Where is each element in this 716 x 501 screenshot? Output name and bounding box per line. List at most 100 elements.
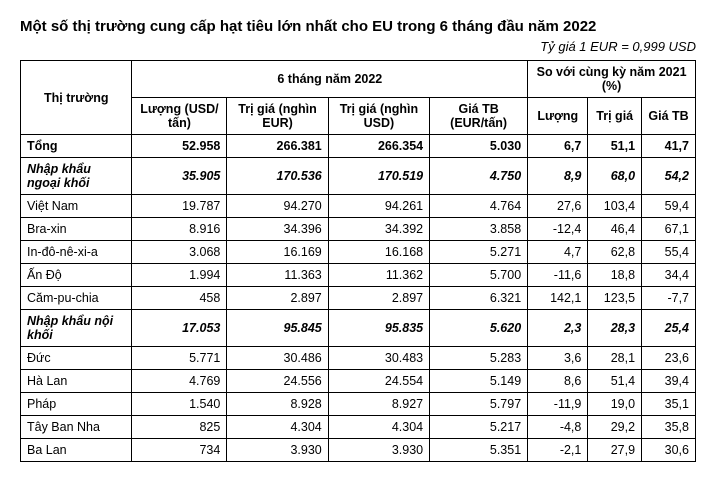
cell-cmp-val: 18,8 xyxy=(588,264,642,287)
cell-cmp-price: 35,8 xyxy=(642,416,696,439)
cell-val-usd: 11.362 xyxy=(328,264,429,287)
row-label: Căm-pu-chia xyxy=(21,287,132,310)
col-cmp-val: Trị giá xyxy=(588,98,642,135)
cell-cmp-price: 25,4 xyxy=(642,310,696,347)
cell-cmp-val: 29,2 xyxy=(588,416,642,439)
table-row: Căm-pu-chia4582.8972.8976.321142,1123,5-… xyxy=(21,287,696,310)
cell-cmp-val: 51,1 xyxy=(588,135,642,158)
cell-cmp-val: 68,0 xyxy=(588,158,642,195)
cell-val-usd: 30.483 xyxy=(328,347,429,370)
row-label: Pháp xyxy=(21,393,132,416)
cell-price: 5.149 xyxy=(430,370,528,393)
cell-price: 6.321 xyxy=(430,287,528,310)
cell-val-eur: 170.536 xyxy=(227,158,328,195)
cell-cmp-price: 59,4 xyxy=(642,195,696,218)
cell-cmp-val: 19,0 xyxy=(588,393,642,416)
cell-cmp-qty: 8,6 xyxy=(528,370,588,393)
cell-price: 3.858 xyxy=(430,218,528,241)
row-label: Hà Lan xyxy=(21,370,132,393)
cell-cmp-qty: -11,9 xyxy=(528,393,588,416)
col-cmp-price: Giá TB xyxy=(642,98,696,135)
cell-val-usd: 8.927 xyxy=(328,393,429,416)
cell-price: 5.797 xyxy=(430,393,528,416)
cell-cmp-price: 55,4 xyxy=(642,241,696,264)
cell-cmp-qty: 2,3 xyxy=(528,310,588,347)
table-row: Ấn Độ1.99411.36311.3625.700-11,618,834,4 xyxy=(21,264,696,287)
table-row: Nhập khẩu ngoại khối35.905170.536170.519… xyxy=(21,158,696,195)
cell-val-usd: 95.835 xyxy=(328,310,429,347)
cell-price: 5.620 xyxy=(430,310,528,347)
row-label: Việt Nam xyxy=(21,195,132,218)
cell-price: 5.351 xyxy=(430,439,528,462)
cell-cmp-price: 35,1 xyxy=(642,393,696,416)
cell-qty: 1.540 xyxy=(132,393,227,416)
page-title: Một số thị trường cung cấp hạt tiêu lớn … xyxy=(20,18,696,35)
cell-price: 5.283 xyxy=(430,347,528,370)
cell-cmp-qty: 142,1 xyxy=(528,287,588,310)
cell-val-usd: 16.168 xyxy=(328,241,429,264)
col-val-eur: Trị giá (nghìn EUR) xyxy=(227,98,328,135)
cell-qty: 35.905 xyxy=(132,158,227,195)
cell-val-eur: 266.381 xyxy=(227,135,328,158)
cell-val-usd: 34.392 xyxy=(328,218,429,241)
row-label: In-đô-nê-xi-a xyxy=(21,241,132,264)
row-label: Tây Ban Nha xyxy=(21,416,132,439)
cell-val-usd: 4.304 xyxy=(328,416,429,439)
table-row: Hà Lan4.76924.55624.5545.1498,651,439,4 xyxy=(21,370,696,393)
cell-val-eur: 4.304 xyxy=(227,416,328,439)
cell-qty: 458 xyxy=(132,287,227,310)
table-row: Nhập khẩu nội khối17.05395.84595.8355.62… xyxy=(21,310,696,347)
cell-qty: 52.958 xyxy=(132,135,227,158)
row-label: Ba Lan xyxy=(21,439,132,462)
cell-price: 5.700 xyxy=(430,264,528,287)
cell-cmp-qty: -12,4 xyxy=(528,218,588,241)
cell-val-eur: 30.486 xyxy=(227,347,328,370)
table-row: Tổng52.958266.381266.3545.0306,751,141,7 xyxy=(21,135,696,158)
row-label: Ấn Độ xyxy=(21,264,132,287)
cell-val-eur: 8.928 xyxy=(227,393,328,416)
cell-cmp-qty: 27,6 xyxy=(528,195,588,218)
cell-val-eur: 11.363 xyxy=(227,264,328,287)
cell-val-eur: 3.930 xyxy=(227,439,328,462)
col-price: Giá TB (EUR/tấn) xyxy=(430,98,528,135)
table-row: Ba Lan7343.9303.9305.351-2,127,930,6 xyxy=(21,439,696,462)
cell-cmp-val: 51,4 xyxy=(588,370,642,393)
cell-qty: 19.787 xyxy=(132,195,227,218)
cell-cmp-price: 39,4 xyxy=(642,370,696,393)
cell-val-eur: 95.845 xyxy=(227,310,328,347)
col-qty: Lượng (USD/ tấn) xyxy=(132,98,227,135)
cell-qty: 734 xyxy=(132,439,227,462)
cell-cmp-price: 54,2 xyxy=(642,158,696,195)
cell-cmp-qty: -2,1 xyxy=(528,439,588,462)
cell-cmp-val: 28,3 xyxy=(588,310,642,347)
cell-cmp-qty: -4,8 xyxy=(528,416,588,439)
cell-cmp-qty: 4,7 xyxy=(528,241,588,264)
cell-price: 4.750 xyxy=(430,158,528,195)
cell-cmp-price: 30,6 xyxy=(642,439,696,462)
table-row: Việt Nam19.78794.27094.2614.76427,6103,4… xyxy=(21,195,696,218)
cell-cmp-price: 67,1 xyxy=(642,218,696,241)
cell-cmp-val: 123,5 xyxy=(588,287,642,310)
cell-qty: 4.769 xyxy=(132,370,227,393)
cell-price: 5.217 xyxy=(430,416,528,439)
cell-val-eur: 34.396 xyxy=(227,218,328,241)
cell-qty: 8.916 xyxy=(132,218,227,241)
row-label: Nhập khẩu nội khối xyxy=(21,310,132,347)
cell-price: 4.764 xyxy=(430,195,528,218)
cell-cmp-qty: 3,6 xyxy=(528,347,588,370)
row-label: Nhập khẩu ngoại khối xyxy=(21,158,132,195)
cell-val-eur: 2.897 xyxy=(227,287,328,310)
cell-cmp-price: 23,6 xyxy=(642,347,696,370)
col-group-2021: So với cùng kỳ năm 2021 (%) xyxy=(528,61,696,98)
row-label: Đức xyxy=(21,347,132,370)
cell-qty: 1.994 xyxy=(132,264,227,287)
col-val-usd: Trị giá (nghìn USD) xyxy=(328,98,429,135)
cell-val-usd: 24.554 xyxy=(328,370,429,393)
col-market: Thị trường xyxy=(21,61,132,135)
cell-qty: 17.053 xyxy=(132,310,227,347)
cell-val-eur: 24.556 xyxy=(227,370,328,393)
cell-price: 5.271 xyxy=(430,241,528,264)
cell-qty: 3.068 xyxy=(132,241,227,264)
cell-cmp-val: 62,8 xyxy=(588,241,642,264)
table-row: Tây Ban Nha8254.3044.3045.217-4,829,235,… xyxy=(21,416,696,439)
